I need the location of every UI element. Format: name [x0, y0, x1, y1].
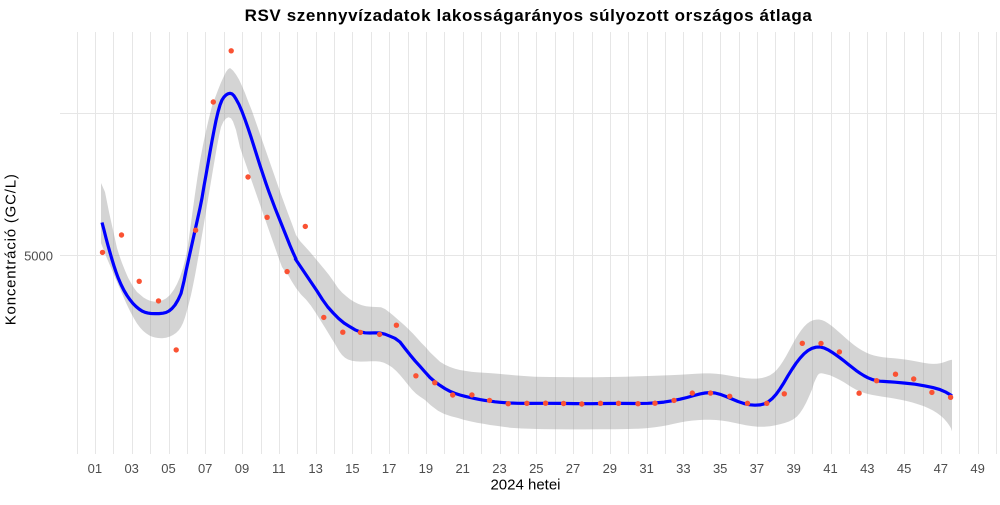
- svg-text:49: 49: [970, 461, 984, 476]
- svg-text:43: 43: [860, 461, 874, 476]
- svg-text:23: 23: [492, 461, 506, 476]
- svg-text:41: 41: [823, 461, 837, 476]
- svg-text:RSV szennyvízadatok lakosságar: RSV szennyvízadatok lakosságarányos súly…: [245, 6, 813, 25]
- svg-text:2024 hetei: 2024 hetei: [490, 477, 560, 494]
- svg-text:17: 17: [382, 461, 396, 476]
- svg-text:11: 11: [272, 461, 286, 476]
- svg-text:03: 03: [124, 461, 138, 476]
- svg-text:37: 37: [750, 461, 764, 476]
- svg-text:05: 05: [161, 461, 175, 476]
- svg-text:5000: 5000: [24, 249, 53, 264]
- svg-text:29: 29: [603, 461, 617, 476]
- svg-text:21: 21: [455, 461, 469, 476]
- svg-text:19: 19: [419, 461, 433, 476]
- svg-text:47: 47: [934, 461, 948, 476]
- svg-text:07: 07: [198, 461, 212, 476]
- svg-text:Koncentráció (GC/L): Koncentráció (GC/L): [3, 173, 20, 325]
- svg-text:35: 35: [713, 461, 727, 476]
- svg-text:15: 15: [345, 461, 359, 476]
- svg-text:39: 39: [786, 461, 800, 476]
- svg-text:13: 13: [308, 461, 322, 476]
- svg-text:25: 25: [529, 461, 543, 476]
- svg-text:33: 33: [676, 461, 690, 476]
- svg-text:09: 09: [235, 461, 249, 476]
- svg-text:01: 01: [88, 461, 102, 476]
- svg-text:31: 31: [639, 461, 653, 476]
- svg-text:45: 45: [897, 461, 911, 476]
- svg-text:27: 27: [566, 461, 580, 476]
